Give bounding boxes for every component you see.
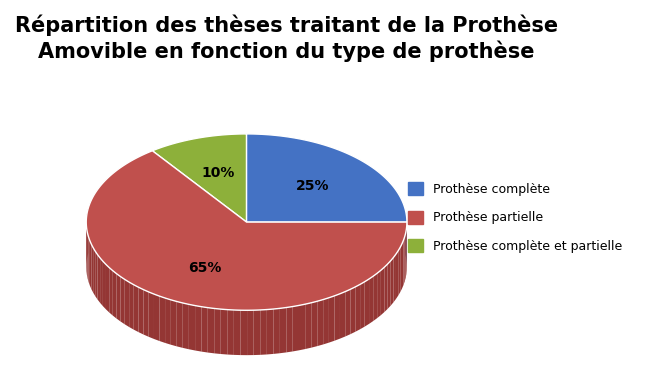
Polygon shape [109, 267, 113, 316]
Polygon shape [221, 309, 227, 355]
Polygon shape [177, 301, 183, 348]
Polygon shape [125, 280, 129, 327]
Polygon shape [121, 276, 125, 324]
Polygon shape [387, 261, 391, 309]
Polygon shape [340, 292, 345, 339]
Polygon shape [90, 241, 92, 289]
Polygon shape [400, 244, 402, 292]
Polygon shape [351, 287, 355, 334]
Polygon shape [247, 310, 254, 355]
Polygon shape [393, 254, 396, 302]
Polygon shape [311, 301, 317, 348]
Polygon shape [329, 296, 335, 343]
Polygon shape [391, 257, 393, 306]
Polygon shape [96, 251, 98, 300]
Polygon shape [144, 290, 149, 337]
Title: Répartition des thèses traitant de la Prothèse
Amovible en fonction du type de p: Répartition des thèses traitant de la Pr… [15, 15, 558, 61]
Polygon shape [227, 310, 234, 355]
Polygon shape [183, 303, 189, 349]
Polygon shape [355, 284, 360, 332]
Polygon shape [93, 248, 96, 296]
Polygon shape [149, 292, 154, 339]
Polygon shape [398, 247, 400, 296]
Polygon shape [214, 308, 221, 354]
Polygon shape [267, 309, 273, 355]
Polygon shape [113, 271, 117, 319]
Polygon shape [241, 310, 247, 355]
Polygon shape [317, 300, 323, 346]
Polygon shape [369, 276, 373, 324]
Polygon shape [189, 304, 195, 350]
Polygon shape [100, 258, 103, 306]
Polygon shape [171, 300, 177, 346]
Polygon shape [403, 237, 405, 285]
Polygon shape [254, 310, 260, 355]
Polygon shape [117, 274, 121, 321]
Polygon shape [305, 303, 311, 349]
Polygon shape [260, 310, 267, 355]
Polygon shape [293, 305, 299, 352]
Polygon shape [273, 308, 280, 354]
Text: 25%: 25% [296, 179, 329, 193]
Polygon shape [134, 285, 138, 332]
Polygon shape [377, 270, 381, 318]
Polygon shape [208, 308, 214, 353]
Legend: Prothèse complète, Prothèse partielle, Prothèse complète et partielle: Prothèse complète, Prothèse partielle, P… [402, 176, 629, 259]
Polygon shape [299, 304, 305, 350]
Polygon shape [405, 233, 406, 282]
Polygon shape [154, 294, 159, 341]
Polygon shape [103, 261, 106, 309]
Polygon shape [86, 151, 407, 310]
Polygon shape [98, 255, 100, 303]
Polygon shape [280, 307, 287, 353]
Polygon shape [202, 307, 208, 353]
Polygon shape [106, 264, 109, 312]
Polygon shape [129, 282, 134, 330]
Text: 10%: 10% [201, 167, 235, 181]
Polygon shape [360, 282, 364, 329]
Polygon shape [165, 298, 171, 345]
Polygon shape [152, 134, 246, 222]
Polygon shape [138, 287, 144, 335]
Polygon shape [88, 237, 90, 285]
Polygon shape [345, 289, 351, 337]
Polygon shape [384, 264, 387, 312]
Polygon shape [87, 230, 88, 278]
Polygon shape [287, 307, 293, 352]
Polygon shape [323, 298, 329, 344]
Polygon shape [159, 296, 165, 343]
Polygon shape [364, 279, 369, 326]
Polygon shape [396, 251, 398, 299]
Polygon shape [195, 306, 202, 352]
Polygon shape [381, 267, 384, 315]
Polygon shape [402, 240, 403, 289]
Polygon shape [335, 294, 340, 341]
Polygon shape [373, 273, 377, 321]
Polygon shape [406, 230, 407, 278]
Polygon shape [234, 310, 241, 355]
Text: 65%: 65% [188, 261, 221, 274]
Polygon shape [92, 244, 93, 292]
Polygon shape [246, 134, 407, 222]
